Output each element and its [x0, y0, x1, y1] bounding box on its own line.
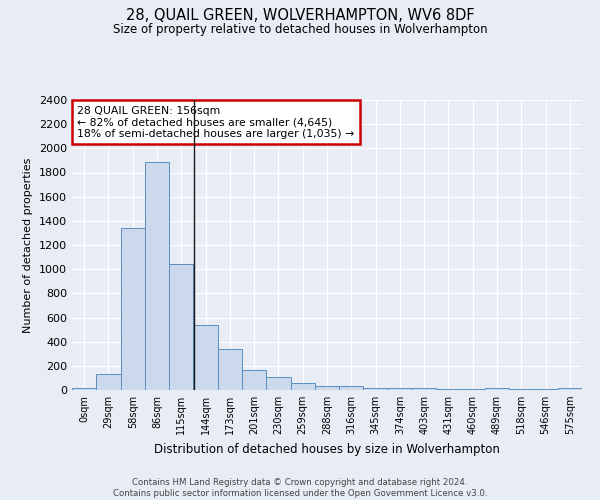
Text: Distribution of detached houses by size in Wolverhampton: Distribution of detached houses by size … [154, 442, 500, 456]
Bar [218, 349, 242, 390]
Bar [339, 386, 364, 390]
Bar [121, 228, 145, 390]
Bar [315, 386, 339, 390]
Text: Contains HM Land Registry data © Crown copyright and database right 2024.
Contai: Contains HM Land Registry data © Crown c… [113, 478, 487, 498]
Bar [558, 388, 582, 390]
Bar [169, 264, 193, 390]
Bar [266, 376, 290, 390]
Bar [145, 162, 169, 390]
Y-axis label: Number of detached properties: Number of detached properties [23, 158, 34, 332]
Bar [72, 388, 96, 390]
Text: 28, QUAIL GREEN, WOLVERHAMPTON, WV6 8DF: 28, QUAIL GREEN, WOLVERHAMPTON, WV6 8DF [125, 8, 475, 22]
Bar [96, 374, 121, 390]
Text: Size of property relative to detached houses in Wolverhampton: Size of property relative to detached ho… [113, 22, 487, 36]
Bar [388, 388, 412, 390]
Bar [364, 388, 388, 390]
Bar [412, 388, 436, 390]
Bar [485, 388, 509, 390]
Bar [242, 370, 266, 390]
Bar [290, 384, 315, 390]
Bar [193, 325, 218, 390]
Text: 28 QUAIL GREEN: 156sqm
← 82% of detached houses are smaller (4,645)
18% of semi-: 28 QUAIL GREEN: 156sqm ← 82% of detached… [77, 106, 355, 139]
